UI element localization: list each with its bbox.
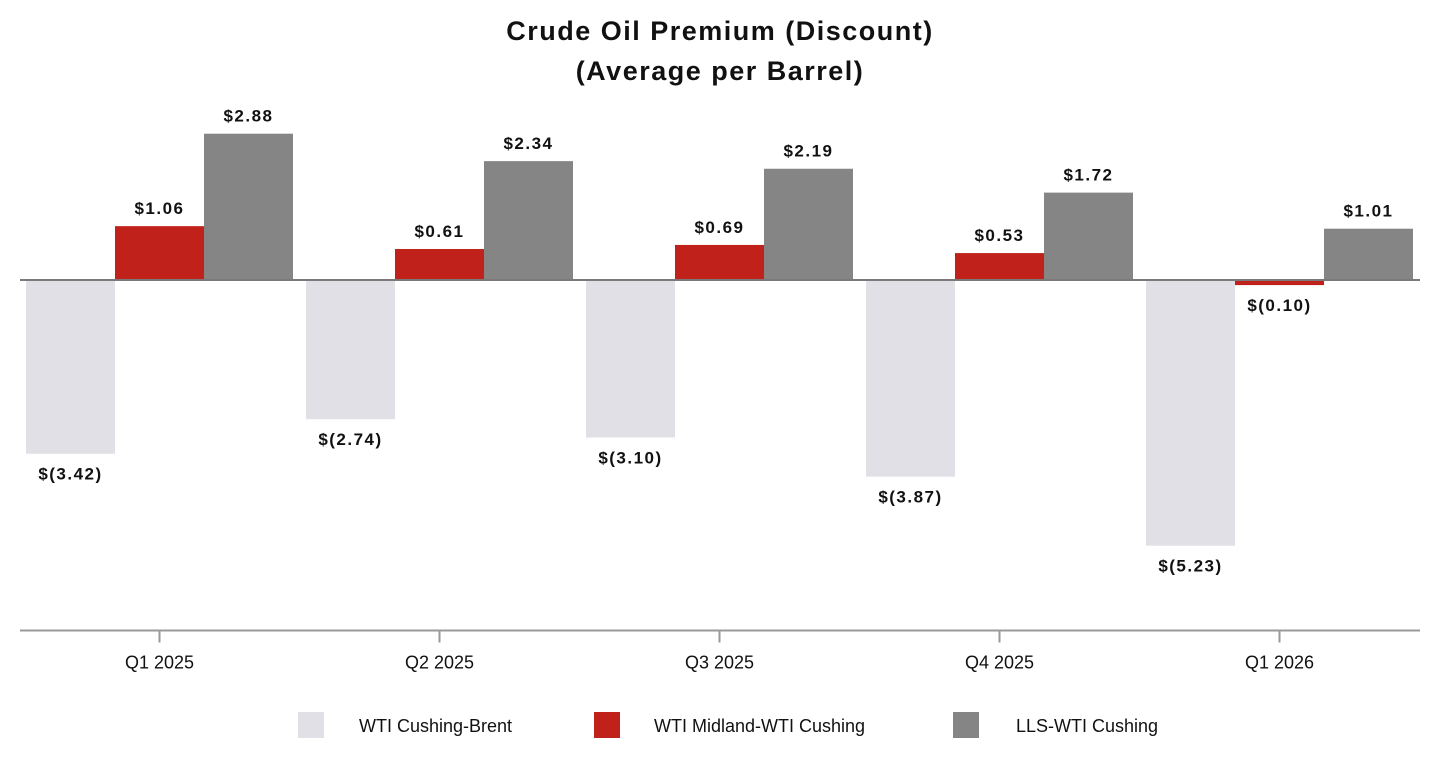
x-tick-label: Q4 2025 bbox=[965, 653, 1034, 673]
legend-label: LLS-WTI Cushing bbox=[1016, 716, 1158, 736]
bar-1-2 bbox=[306, 280, 395, 420]
data-label: $(2.74) bbox=[318, 430, 382, 449]
bar-3-5 bbox=[1324, 228, 1413, 280]
bar-1-4 bbox=[866, 280, 955, 477]
data-label: $(3.42) bbox=[38, 465, 102, 484]
data-label: $1.01 bbox=[1343, 202, 1393, 221]
bar-3-4 bbox=[1044, 192, 1133, 280]
bar-2-1 bbox=[115, 226, 204, 280]
data-label: $(0.10) bbox=[1247, 296, 1311, 315]
bar-2-5 bbox=[1235, 280, 1324, 286]
legend-swatch bbox=[953, 712, 979, 738]
bar-2-3 bbox=[675, 244, 764, 280]
legend-label: WTI Cushing-Brent bbox=[359, 716, 512, 736]
x-tick-label: Q3 2025 bbox=[685, 653, 754, 673]
data-label: $2.34 bbox=[503, 134, 553, 153]
legend-swatch bbox=[594, 712, 620, 738]
bar-3-3 bbox=[764, 168, 853, 280]
bar-3-1 bbox=[204, 133, 293, 280]
data-label: $1.06 bbox=[134, 199, 184, 218]
data-label: $0.69 bbox=[694, 218, 744, 237]
x-tick-label: Q1 2025 bbox=[125, 653, 194, 673]
data-label: $0.61 bbox=[414, 222, 464, 241]
data-label: $1.72 bbox=[1063, 166, 1113, 185]
data-label: $2.19 bbox=[783, 142, 833, 161]
data-label: $(3.87) bbox=[878, 488, 942, 507]
bar-2-4 bbox=[955, 253, 1044, 280]
data-label: $(3.10) bbox=[598, 448, 662, 467]
chart-subtitle: (Average per Barrel) bbox=[575, 56, 865, 86]
chart-title: Crude Oil Premium (Discount) bbox=[506, 16, 934, 46]
data-label: $0.53 bbox=[974, 226, 1024, 245]
bar-1-1 bbox=[26, 280, 115, 454]
data-label: $(5.23) bbox=[1158, 557, 1222, 576]
bar-2-2 bbox=[395, 249, 484, 280]
x-tick-label: Q2 2025 bbox=[405, 653, 474, 673]
bar-1-5 bbox=[1146, 280, 1235, 546]
x-tick-label: Q1 2026 bbox=[1245, 653, 1314, 673]
bar-3-2 bbox=[484, 161, 573, 280]
bar-1-3 bbox=[586, 280, 675, 438]
legend-swatch bbox=[298, 712, 324, 738]
data-label: $2.88 bbox=[223, 107, 273, 126]
legend-label: WTI Midland-WTI Cushing bbox=[654, 716, 865, 736]
